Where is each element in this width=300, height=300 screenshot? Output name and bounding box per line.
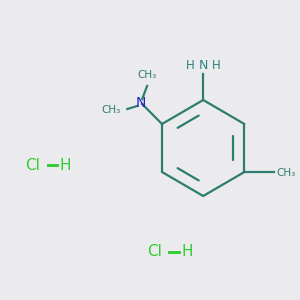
Text: N: N (136, 96, 146, 110)
Text: CH₃: CH₃ (276, 168, 296, 178)
Text: CH₃: CH₃ (101, 105, 120, 115)
Text: H: H (59, 158, 71, 172)
Text: CH₃: CH₃ (137, 70, 157, 80)
Text: Cl: Cl (147, 244, 162, 260)
Text: N: N (199, 59, 208, 72)
Text: H: H (185, 59, 194, 72)
Text: Cl: Cl (25, 158, 40, 172)
Text: H: H (182, 244, 193, 260)
Text: H: H (212, 59, 221, 72)
